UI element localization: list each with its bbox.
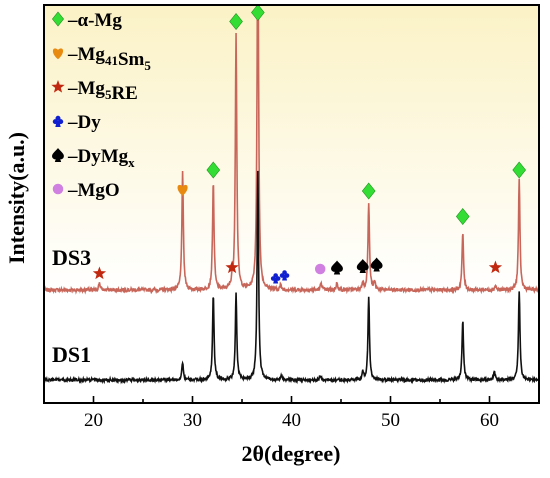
series-ds3-line: [44, 5, 539, 295]
legend-marker-mgo: [52, 183, 64, 195]
legend-marker-alpha_mg: [52, 11, 64, 27]
x-tick-label-30: 30: [183, 410, 202, 431]
peak-marker-club-11: [270, 273, 281, 284]
legend-entry-dymgx: –DyMgx: [67, 146, 135, 170]
peak-marker-circle-13: [314, 263, 326, 275]
legend-entry-mg41sm5: –Mg41Sm5: [67, 44, 151, 73]
x-tick-label-20: 20: [84, 410, 103, 431]
series-label-ds3: DS3: [52, 245, 91, 270]
x-axis-title: 2θ(degree): [241, 441, 340, 466]
series-label-ds1: DS1: [52, 342, 91, 367]
x-tick-label-40: 40: [282, 410, 301, 431]
legend: –α-Mg –Mg41Sm5 –Mg5RE –Dy –DyMgx –MgO: [51, 10, 151, 201]
peak-marker-diamond-6: [512, 161, 526, 179]
peak-marker-star-9: [225, 260, 239, 274]
peak-marker-diamond-2: [229, 13, 243, 30]
annotation-layer: [92, 4, 526, 284]
x-axis: 20 30 40 50 60: [43, 396, 540, 431]
peak-marker-diamond-5: [455, 208, 470, 225]
legend-marker-mg41sm5: [52, 48, 64, 60]
peak-marker-diamond-1: [206, 161, 221, 179]
legend-marker-mg5re: [51, 80, 65, 93]
legend-entry-mg5re: –Mg5RE: [67, 78, 138, 104]
peak-marker-star-8: [92, 266, 107, 280]
legend-entry-mgo: –MgO: [67, 180, 120, 201]
peak-marker-diamond-4: [361, 182, 376, 200]
peak-marker-heart-7: [177, 184, 188, 196]
legend-entry-dy: –Dy: [67, 112, 101, 133]
peak-marker-star-10: [488, 260, 503, 274]
series-layer: [44, 5, 539, 385]
peak-marker-spade-15: [356, 259, 369, 273]
peak-marker-club-12: [279, 270, 290, 281]
peak-marker-spade-16: [370, 257, 383, 272]
legend-marker-dymgx: [52, 148, 64, 162]
peak-marker-diamond-3: [251, 4, 265, 21]
peak-marker-spade-14: [331, 260, 343, 275]
plot-background: [44, 5, 539, 403]
series-ds1-line: [44, 170, 539, 385]
legend-entry-alpha_mg: –α-Mg: [67, 10, 122, 31]
x-tick-label-50: 50: [381, 410, 400, 431]
legend-marker-dy: [52, 115, 64, 127]
y-axis-title: Intensity(a.u.): [4, 132, 29, 264]
x-tick-label-60: 60: [480, 410, 499, 431]
